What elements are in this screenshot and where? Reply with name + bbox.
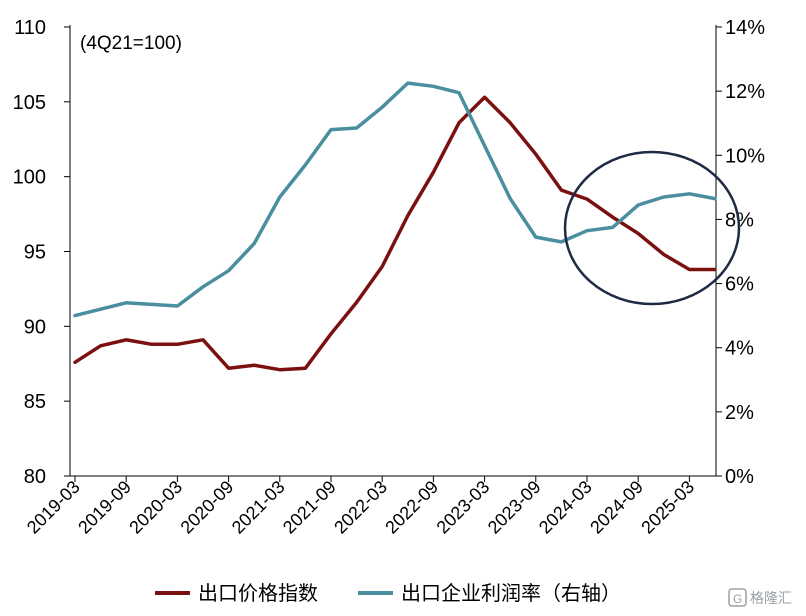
x-tick-label: 2025-03	[637, 477, 698, 538]
left-y-ticks: 80 85 90 95 100 105 110	[13, 17, 70, 488]
gelonghui-logo-icon	[728, 588, 747, 607]
right-y-ticks: 0%2%4%6%8%10%12%14%	[716, 17, 765, 488]
left-tick-label: 100	[13, 167, 46, 189]
series-line-export-price	[73, 95, 717, 372]
watermark-text: 格隆汇	[750, 591, 792, 607]
x-tick-label: 2022-03	[330, 477, 391, 538]
series-lines	[73, 81, 717, 372]
x-tick-label: 2020-09	[177, 477, 238, 538]
right-tick-label: 10%	[725, 145, 765, 167]
series-line-profit-margin	[73, 81, 717, 318]
right-tick-label: 4%	[725, 338, 754, 360]
right-tick-label: 0%	[725, 466, 754, 488]
x-tick-label: 2024-09	[586, 477, 647, 538]
x-tick-label: 2023-09	[484, 477, 545, 538]
legend-label-export-price: 出口价格指数	[198, 581, 318, 605]
gelonghui-logo-glyph: G	[733, 592, 742, 606]
right-tick-label: 6%	[725, 274, 754, 296]
x-tick-label: 2019-09	[74, 477, 135, 538]
x-tick-label: 2021-03	[228, 477, 289, 538]
x-tick-label: 2020-03	[125, 477, 186, 538]
left-tick-label: 105	[13, 92, 46, 114]
left-tick-label: 80	[24, 466, 46, 488]
highlight-ellipse	[563, 150, 741, 306]
right-tick-label: 14%	[725, 17, 765, 39]
watermark: G 格隆汇	[728, 588, 792, 607]
left-tick-label: 110	[14, 17, 46, 39]
right-tick-label: 2%	[725, 402, 754, 424]
index-base-note: (4Q21=100)	[80, 33, 182, 54]
left-tick-label: 90	[24, 316, 46, 338]
legend: 出口价格指数 出口企业利润率（右轴）	[155, 581, 621, 605]
x-ticks: 2019-032019-092020-032020-092021-032021-…	[23, 476, 698, 538]
left-tick-label: 85	[24, 391, 46, 413]
left-tick-label: 95	[24, 242, 46, 264]
x-tick-label: 2024-03	[535, 477, 596, 538]
right-tick-label: 12%	[725, 81, 765, 103]
x-tick-label: 2021-09	[279, 477, 340, 538]
x-tick-label: 2023-03	[433, 477, 494, 538]
legend-label-profit-margin: 出口企业利润率（右轴）	[401, 581, 621, 605]
x-tick-label: 2022-09	[381, 477, 442, 538]
